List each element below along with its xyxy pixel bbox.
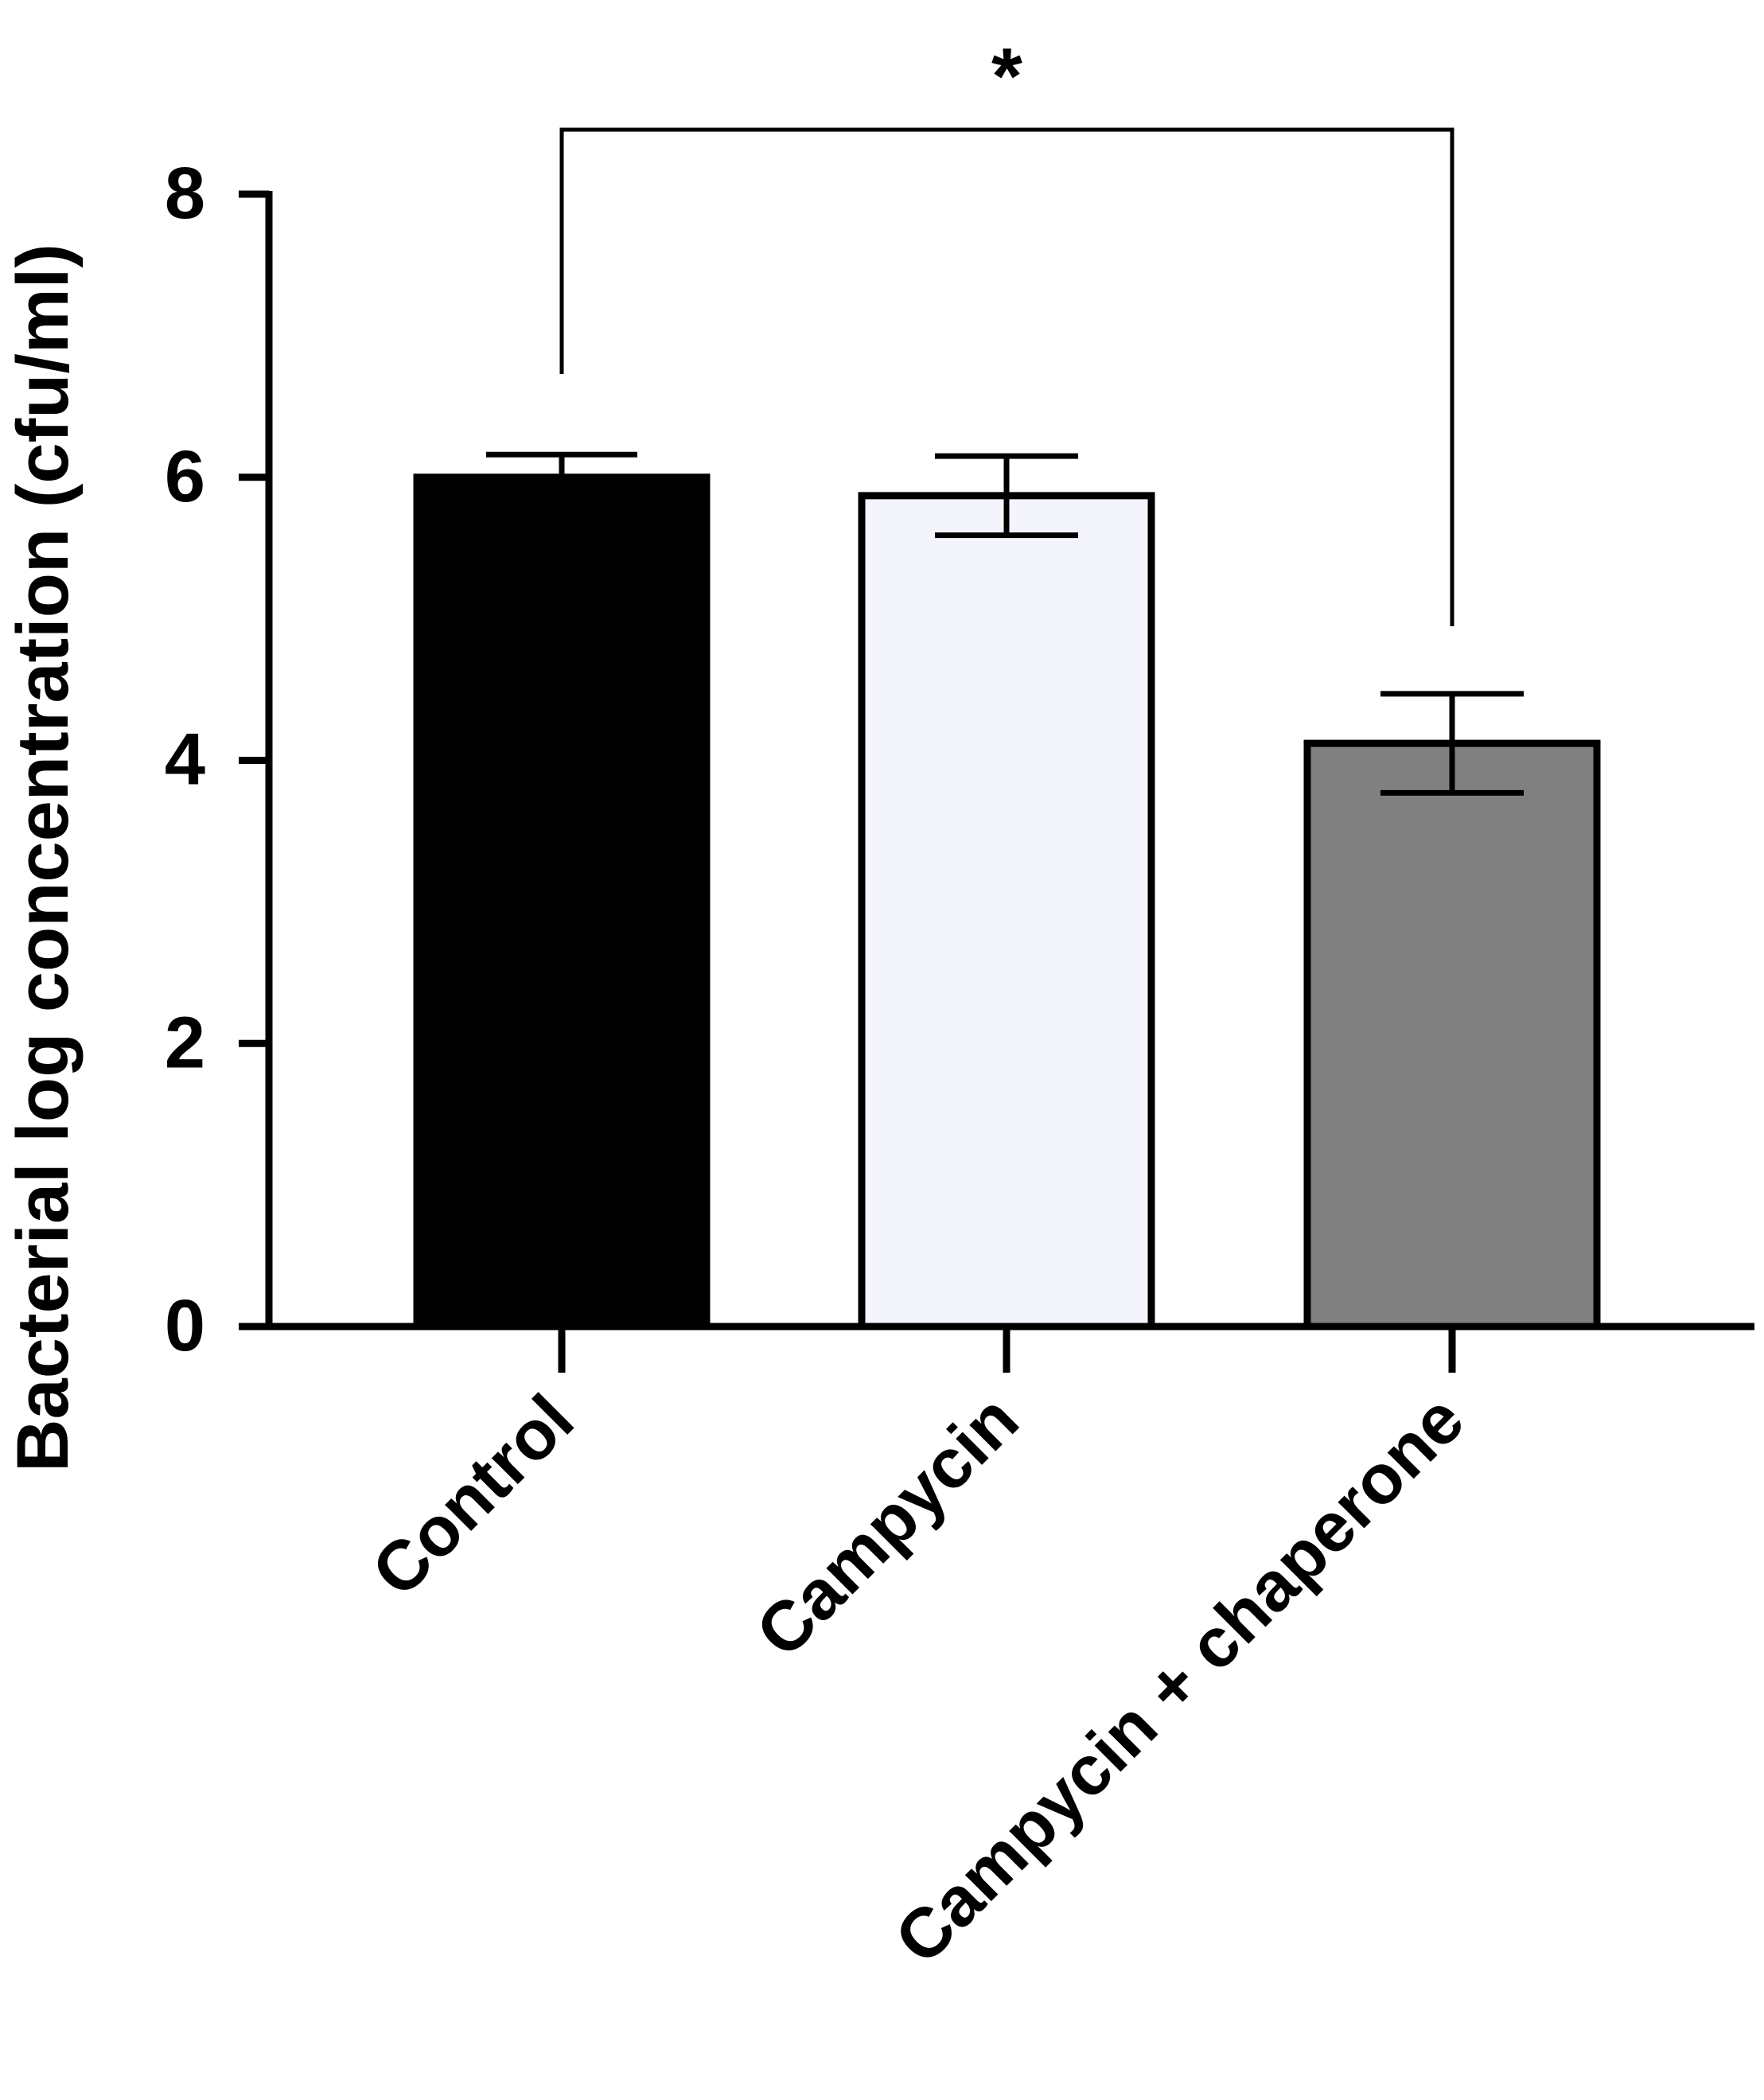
- bar-campycin-chaperone: [1303, 739, 1601, 1331]
- bar-control: [413, 473, 711, 1331]
- y-tick-label: 0: [165, 1285, 205, 1366]
- y-tick-label: 6: [165, 436, 205, 517]
- x-tick-label: Control: [356, 1379, 588, 1611]
- y-tick-label: 2: [165, 1002, 205, 1083]
- y-tick-label: 4: [165, 719, 205, 801]
- x-tick-label: Campycin: [741, 1379, 1033, 1671]
- bar-campycin: [858, 492, 1155, 1331]
- significance-bracket: [559, 127, 1454, 626]
- significance-label: *: [991, 32, 1022, 121]
- y-axis-label: Bacterial log concentration (cfu/ml): [2, 244, 84, 1472]
- y-tick-label: 8: [165, 153, 205, 234]
